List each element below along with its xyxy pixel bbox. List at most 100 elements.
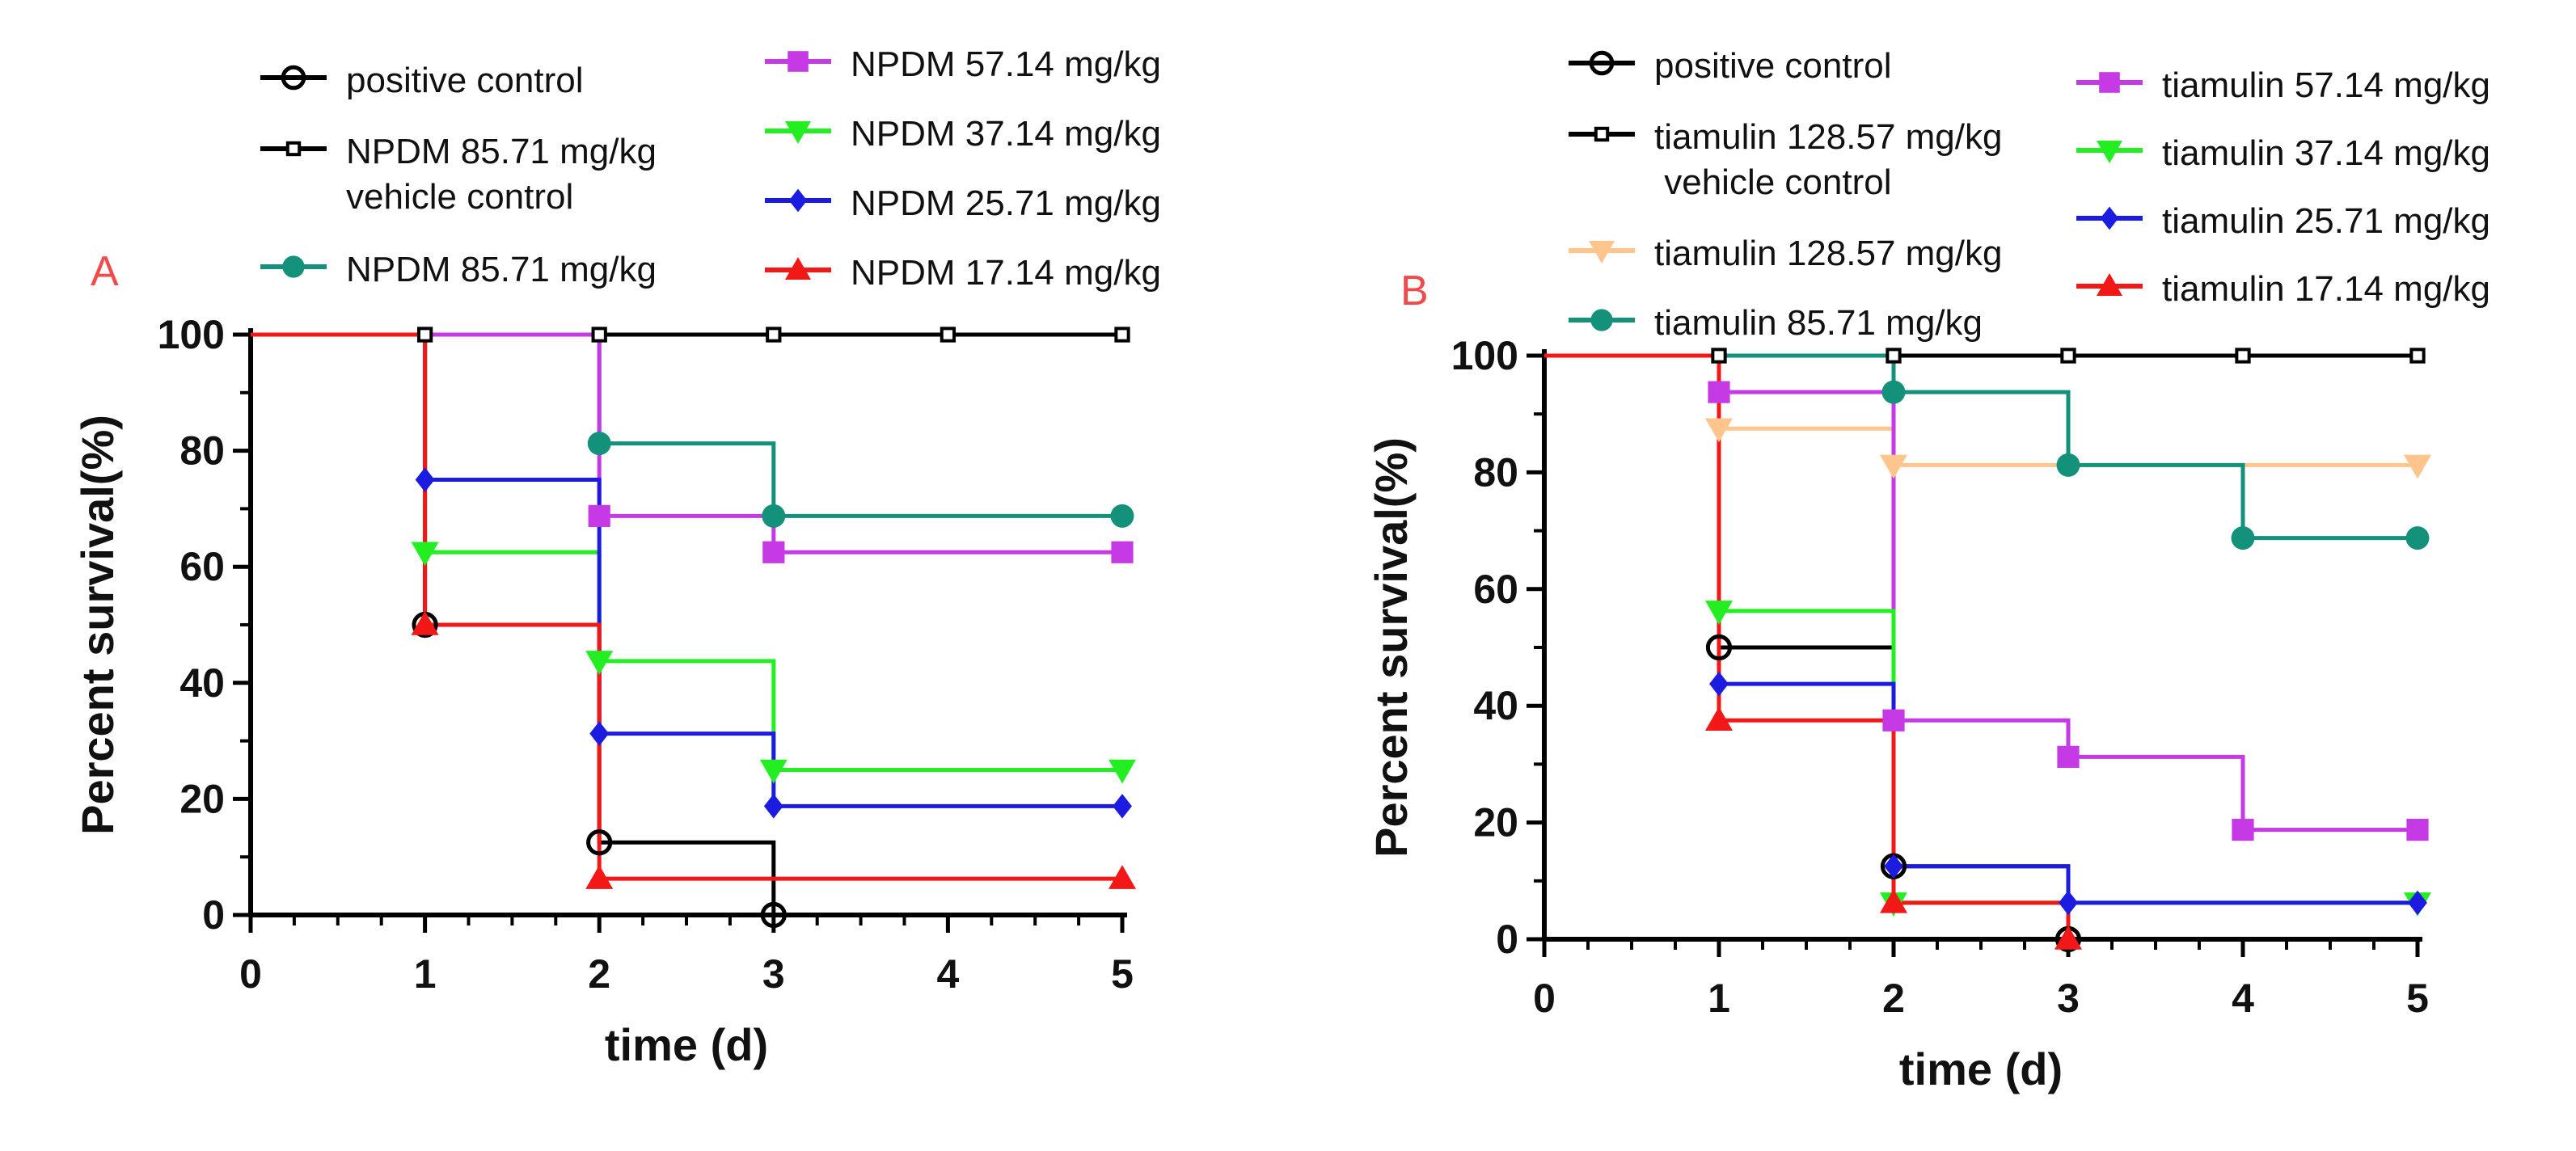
marker-series-1 — [1886, 348, 1902, 364]
panel-label-a: A — [91, 248, 119, 295]
marker-series-5 — [589, 721, 610, 746]
marker-series-3 — [762, 541, 785, 563]
y-tick-label: 40 — [1473, 683, 1518, 728]
legend-label: NPDM 85.71 mg/kg — [346, 250, 657, 289]
y-tick-label: 40 — [179, 660, 225, 706]
legend-item-a-5: NPDM 25.71 mg/kg — [762, 176, 1161, 226]
marker-series-4 — [1882, 709, 1905, 731]
legend-item-a-0: positive control — [257, 53, 583, 103]
series-line-3 — [1544, 353, 2418, 541]
marker-series-6 — [585, 865, 614, 889]
legend-item-b-5: tiamulin 37.14 mg/kg — [2073, 126, 2490, 176]
legend-item-b-6: tiamulin 25.71 mg/kg — [2073, 194, 2490, 244]
marker-series-4 — [2406, 819, 2429, 841]
marker-series-4 — [2232, 819, 2254, 841]
marker-series-1 — [1114, 327, 1130, 343]
series-line-6 — [1544, 353, 2418, 905]
legend-item-b-1: tiamulin 128.57 mg/kg vehicle control — [1565, 110, 2002, 205]
legend-symbol-a-0 — [260, 65, 327, 91]
axes: 0 1 2 3 4 5 0 20 40 60 80 100 time (d) Percent surviv… — [1366, 333, 2429, 1094]
legend-label: positive control — [1654, 46, 1892, 86]
y-tick-label: 0 — [1496, 917, 1518, 962]
series-line-5 — [1544, 353, 2418, 905]
marker-series-4 — [585, 651, 614, 675]
series-line-3 — [251, 332, 1122, 554]
legend-label: NPDM 57.14 mg/kg — [851, 44, 1161, 84]
legend-label: tiamulin 85.71 mg/kg — [1654, 303, 1983, 343]
y-tick-label: 60 — [179, 544, 225, 589]
legend-item-b-3: tiamulin 85.71 mg/kg — [1565, 296, 1983, 346]
legend-item-b-4: tiamulin 57.14 mg/kg — [2073, 58, 2490, 108]
marker-series-4 — [1109, 759, 1136, 784]
legend-marker — [2097, 141, 2122, 163]
legend-label: tiamulin 128.57 mg/kg — [1654, 234, 2003, 273]
legend-symbol-b-1 — [1569, 126, 1635, 142]
marker-series-3 — [1111, 541, 1134, 563]
marker-series-2 — [1880, 454, 1907, 479]
legend-marker — [1590, 309, 1613, 331]
legend-marker — [788, 51, 809, 72]
legend-marker — [2099, 72, 2120, 93]
legend-item-a-4: NPDM 37.14 mg/kg — [762, 107, 1161, 157]
legend-label: NPDM 17.14 mg/kg — [851, 253, 1161, 293]
legend-label: NPDM 37.14 mg/kg — [851, 114, 1161, 154]
series-line-0 — [1544, 353, 2071, 939]
x-axis-label: time (d) — [1899, 1043, 2063, 1094]
marker-series-1 — [2409, 348, 2426, 364]
marker-series-5 — [1113, 794, 1132, 819]
x-tick-label: 0 — [239, 951, 262, 997]
series-lines — [251, 332, 1122, 915]
legend-marker — [785, 121, 811, 144]
y-tick-label: 100 — [1451, 333, 1518, 378]
y-tick-label: 0 — [202, 892, 225, 938]
legend-a: positive control NPDM 85.71 mg/kg vehicl… — [0, 0, 1261, 323]
legend-label: tiamulin 37.14 mg/kg — [2162, 133, 2490, 173]
marker-series-4 — [2057, 745, 2080, 768]
legend-symbol-b-6 — [2076, 206, 2143, 230]
x-tick-label: 4 — [2232, 976, 2254, 1021]
marker-series-1 — [766, 327, 782, 343]
marker-series-3 — [588, 504, 610, 527]
series-markers — [1705, 348, 2431, 953]
legend-item-b-7: tiamulin 17.14 mg/kg — [2073, 262, 2490, 312]
marker-series-3 — [2056, 453, 2080, 477]
marker-series-1 — [1711, 348, 1727, 364]
legend-label: tiamulin 128.57 mg/kg vehicle control — [1654, 117, 2003, 202]
y-axis-label: Percent survival(%) — [1366, 437, 1417, 858]
legend-marker — [282, 255, 305, 278]
x-tick-label: 2 — [588, 951, 610, 997]
marker-series-6 — [1884, 854, 1903, 879]
legend-marker — [788, 188, 808, 213]
marker-series-2 — [587, 432, 611, 456]
legend-symbol-a-6 — [765, 257, 831, 280]
y-tick-label: 80 — [179, 428, 225, 474]
x-tick-label: 0 — [1533, 976, 1556, 1021]
series-line-2 — [251, 332, 1122, 518]
legend-item-a-1: NPDM 85.71 mg/kg vehicle control — [257, 124, 657, 220]
legend-label: NPDM 25.71 mg/kg — [851, 183, 1161, 223]
series-line-4 — [1544, 353, 2418, 833]
y-tick-label: 20 — [179, 776, 225, 821]
marker-series-5 — [415, 467, 435, 492]
marker-series-1 — [2235, 348, 2251, 364]
marker-series-2 — [2404, 454, 2431, 479]
x-tick-label: 1 — [1708, 976, 1730, 1021]
x-tick-label: 2 — [1882, 976, 1905, 1021]
marker-series-4 — [759, 759, 788, 784]
marker-series-4 — [411, 542, 439, 567]
marker-series-6 — [1709, 671, 1729, 697]
marker-series-6 — [411, 611, 439, 635]
marker-series-2 — [1705, 418, 1733, 443]
marker-series-3 — [2405, 526, 2430, 550]
series-line-2 — [1544, 353, 2418, 467]
legend-label: tiamulin 57.14 mg/kg — [2162, 65, 2490, 105]
marker-series-2 — [762, 504, 786, 528]
marker-series-3 — [1881, 380, 1906, 404]
x-tick-label: 5 — [1111, 951, 1134, 997]
legend-item-a-3: NPDM 57.14 mg/kg — [762, 37, 1161, 87]
legend-symbol-a-3 — [765, 51, 831, 72]
legend-marker — [1589, 241, 1615, 264]
marker-series-5 — [763, 794, 783, 819]
legend-symbol-b-0 — [1569, 50, 1635, 76]
